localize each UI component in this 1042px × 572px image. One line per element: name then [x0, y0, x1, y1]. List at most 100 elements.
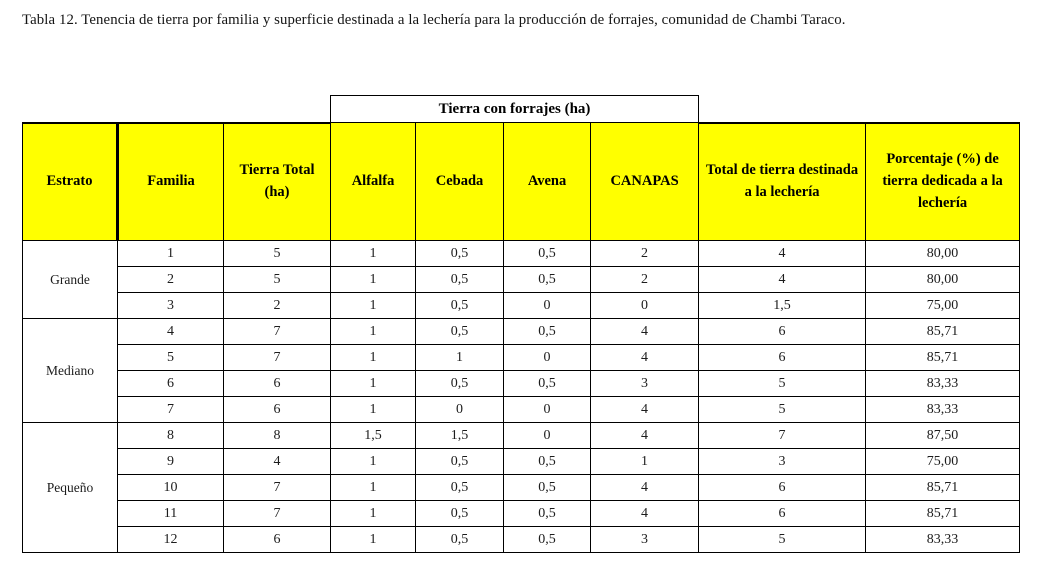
cell-canapas: 4 [590, 318, 700, 345]
cell-familia: 10 [117, 474, 224, 501]
cell-tierra-total: 7 [222, 474, 332, 501]
cell-avena: 0 [503, 422, 592, 449]
cell-canapas: 4 [590, 474, 700, 501]
cell-total: 6 [698, 474, 867, 501]
table-row-familia-8: Pequeño 8 8 1,5 1,5 0 4 7 87,50 [22, 422, 1021, 553]
cell-alfalfa: 1 [330, 448, 417, 475]
cell-cebada: 0,5 [415, 474, 505, 501]
cell-total: 5 [698, 396, 867, 423]
cell-cebada: 0,5 [415, 292, 505, 319]
cell-avena: 0,5 [503, 448, 592, 475]
table-row-familia-10: 10 7 1 0,5 0,5 4 6 85,71 [23, 474, 1021, 501]
group-label-pequeno: Pequeño [22, 422, 118, 553]
cell-total: 7 [698, 422, 867, 449]
col-header-porcentaje: Porcentaje (%) de tierra dedicada a la l… [865, 121, 1021, 241]
table-row-familia-12: 12 6 1 0,5 0,5 3 5 83,33 [23, 526, 1021, 553]
cell-total: 6 [698, 500, 867, 527]
col-header-familia: Familia [117, 121, 224, 241]
cell-avena: 0,5 [503, 370, 592, 397]
cell-familia: 12 [117, 526, 224, 553]
cell-tierra-total: 7 [222, 318, 332, 345]
table-row-familia-11: 11 7 1 0,5 0,5 4 6 85,71 [23, 500, 1021, 527]
table-row-familia-9: 9 4 1 0,5 0,5 1 3 75,00 [23, 448, 1021, 475]
table-body: Grande 1 5 1 0,5 0,5 2 4 80,00 2 5 1 0,5… [22, 240, 1021, 553]
cell-porcentaje: 85,71 [865, 500, 1021, 527]
cell-avena: 0,5 [503, 240, 592, 267]
cell-alfalfa: 1 [330, 396, 417, 423]
group-label-grande: Grande [22, 240, 118, 319]
col-header-cebada: Cebada [415, 122, 505, 241]
table-row-familia-6: 6 6 1 0,5 0,5 3 5 83,33 [23, 370, 1021, 397]
cell-canapas: 3 [590, 370, 700, 397]
cell-cebada: 1 [415, 344, 505, 371]
col-header-avena: Avena [503, 122, 592, 241]
cell-canapas: 1 [590, 448, 700, 475]
col-header-estrato: Estrato [22, 121, 119, 241]
cell-familia: 3 [117, 292, 224, 319]
cell-tierra-total: 6 [222, 370, 332, 397]
col-header-canapas: CANAPAS [590, 122, 700, 241]
cell-porcentaje: 83,33 [865, 396, 1021, 423]
cell-familia: 9 [117, 448, 224, 475]
cell-canapas: 2 [590, 240, 700, 267]
cell-porcentaje: 75,00 [865, 448, 1021, 475]
cell-porcentaje: 87,50 [865, 422, 1021, 449]
cell-alfalfa: 1 [330, 344, 417, 371]
header-spacer-left [23, 96, 331, 123]
cell-avena: 0 [503, 396, 592, 423]
cell-porcentaje: 83,33 [865, 370, 1021, 397]
cell-tierra-total: 6 [222, 396, 332, 423]
cell-porcentaje: 75,00 [865, 292, 1021, 319]
cell-porcentaje: 85,71 [865, 474, 1021, 501]
cell-canapas: 4 [590, 500, 700, 527]
land-tenure-table: Tierra con forrajes (ha) Estrato Familia… [22, 95, 1021, 553]
cell-alfalfa: 1 [330, 266, 417, 293]
cell-cebada: 0,5 [415, 318, 505, 345]
cell-total: 6 [698, 344, 867, 371]
cell-cebada: 0,5 [415, 500, 505, 527]
cell-familia: 7 [117, 396, 224, 423]
cell-familia: 8 [117, 422, 224, 449]
table-row-familia-3: 3 2 1 0,5 0 0 1,5 75,00 [23, 292, 1021, 319]
cell-cebada: 0 [415, 396, 505, 423]
cell-cebada: 0,5 [415, 526, 505, 553]
cell-total: 4 [698, 240, 867, 267]
cell-alfalfa: 1 [330, 474, 417, 501]
cell-tierra-total: 5 [222, 240, 332, 267]
cell-canapas: 4 [590, 422, 700, 449]
column-group-row: Tierra con forrajes (ha) [23, 95, 1020, 123]
cell-familia: 4 [117, 318, 224, 345]
col-group-header-forrajes: Tierra con forrajes (ha) [330, 95, 700, 123]
cell-canapas: 4 [590, 344, 700, 371]
cell-canapas: 3 [590, 526, 700, 553]
cell-canapas: 2 [590, 266, 700, 293]
cell-alfalfa: 1 [330, 500, 417, 527]
cell-cebada: 0,5 [415, 448, 505, 475]
table-caption: Tabla 12. Tenencia de tierra por familia… [22, 12, 846, 28]
cell-tierra-total: 5 [222, 266, 332, 293]
cell-total: 5 [698, 526, 867, 553]
cell-tierra-total: 7 [222, 500, 332, 527]
header-spacer-right [699, 96, 1020, 123]
cell-avena: 0,5 [503, 318, 592, 345]
cell-alfalfa: 1 [330, 370, 417, 397]
cell-porcentaje: 85,71 [865, 344, 1021, 371]
cell-familia: 2 [117, 266, 224, 293]
table-row-familia-2: 2 5 1 0,5 0,5 2 4 80,00 [23, 266, 1021, 293]
cell-porcentaje: 83,33 [865, 526, 1021, 553]
cell-porcentaje: 85,71 [865, 318, 1021, 345]
header-row: Estrato Familia Tierra Total (ha) Alfalf… [22, 121, 1021, 241]
cell-avena: 0,5 [503, 266, 592, 293]
cell-avena: 0,5 [503, 474, 592, 501]
cell-total: 3 [698, 448, 867, 475]
cell-avena: 0 [503, 344, 592, 371]
cell-familia: 1 [117, 240, 224, 267]
table-row-familia-5: 5 7 1 1 0 4 6 85,71 [23, 344, 1021, 371]
cell-tierra-total: 2 [222, 292, 332, 319]
cell-porcentaje: 80,00 [865, 266, 1021, 293]
cell-cebada: 1,5 [415, 422, 505, 449]
cell-familia: 6 [117, 370, 224, 397]
cell-avena: 0,5 [503, 500, 592, 527]
cell-alfalfa: 1 [330, 240, 417, 267]
col-header-alfalfa: Alfalfa [330, 122, 417, 241]
